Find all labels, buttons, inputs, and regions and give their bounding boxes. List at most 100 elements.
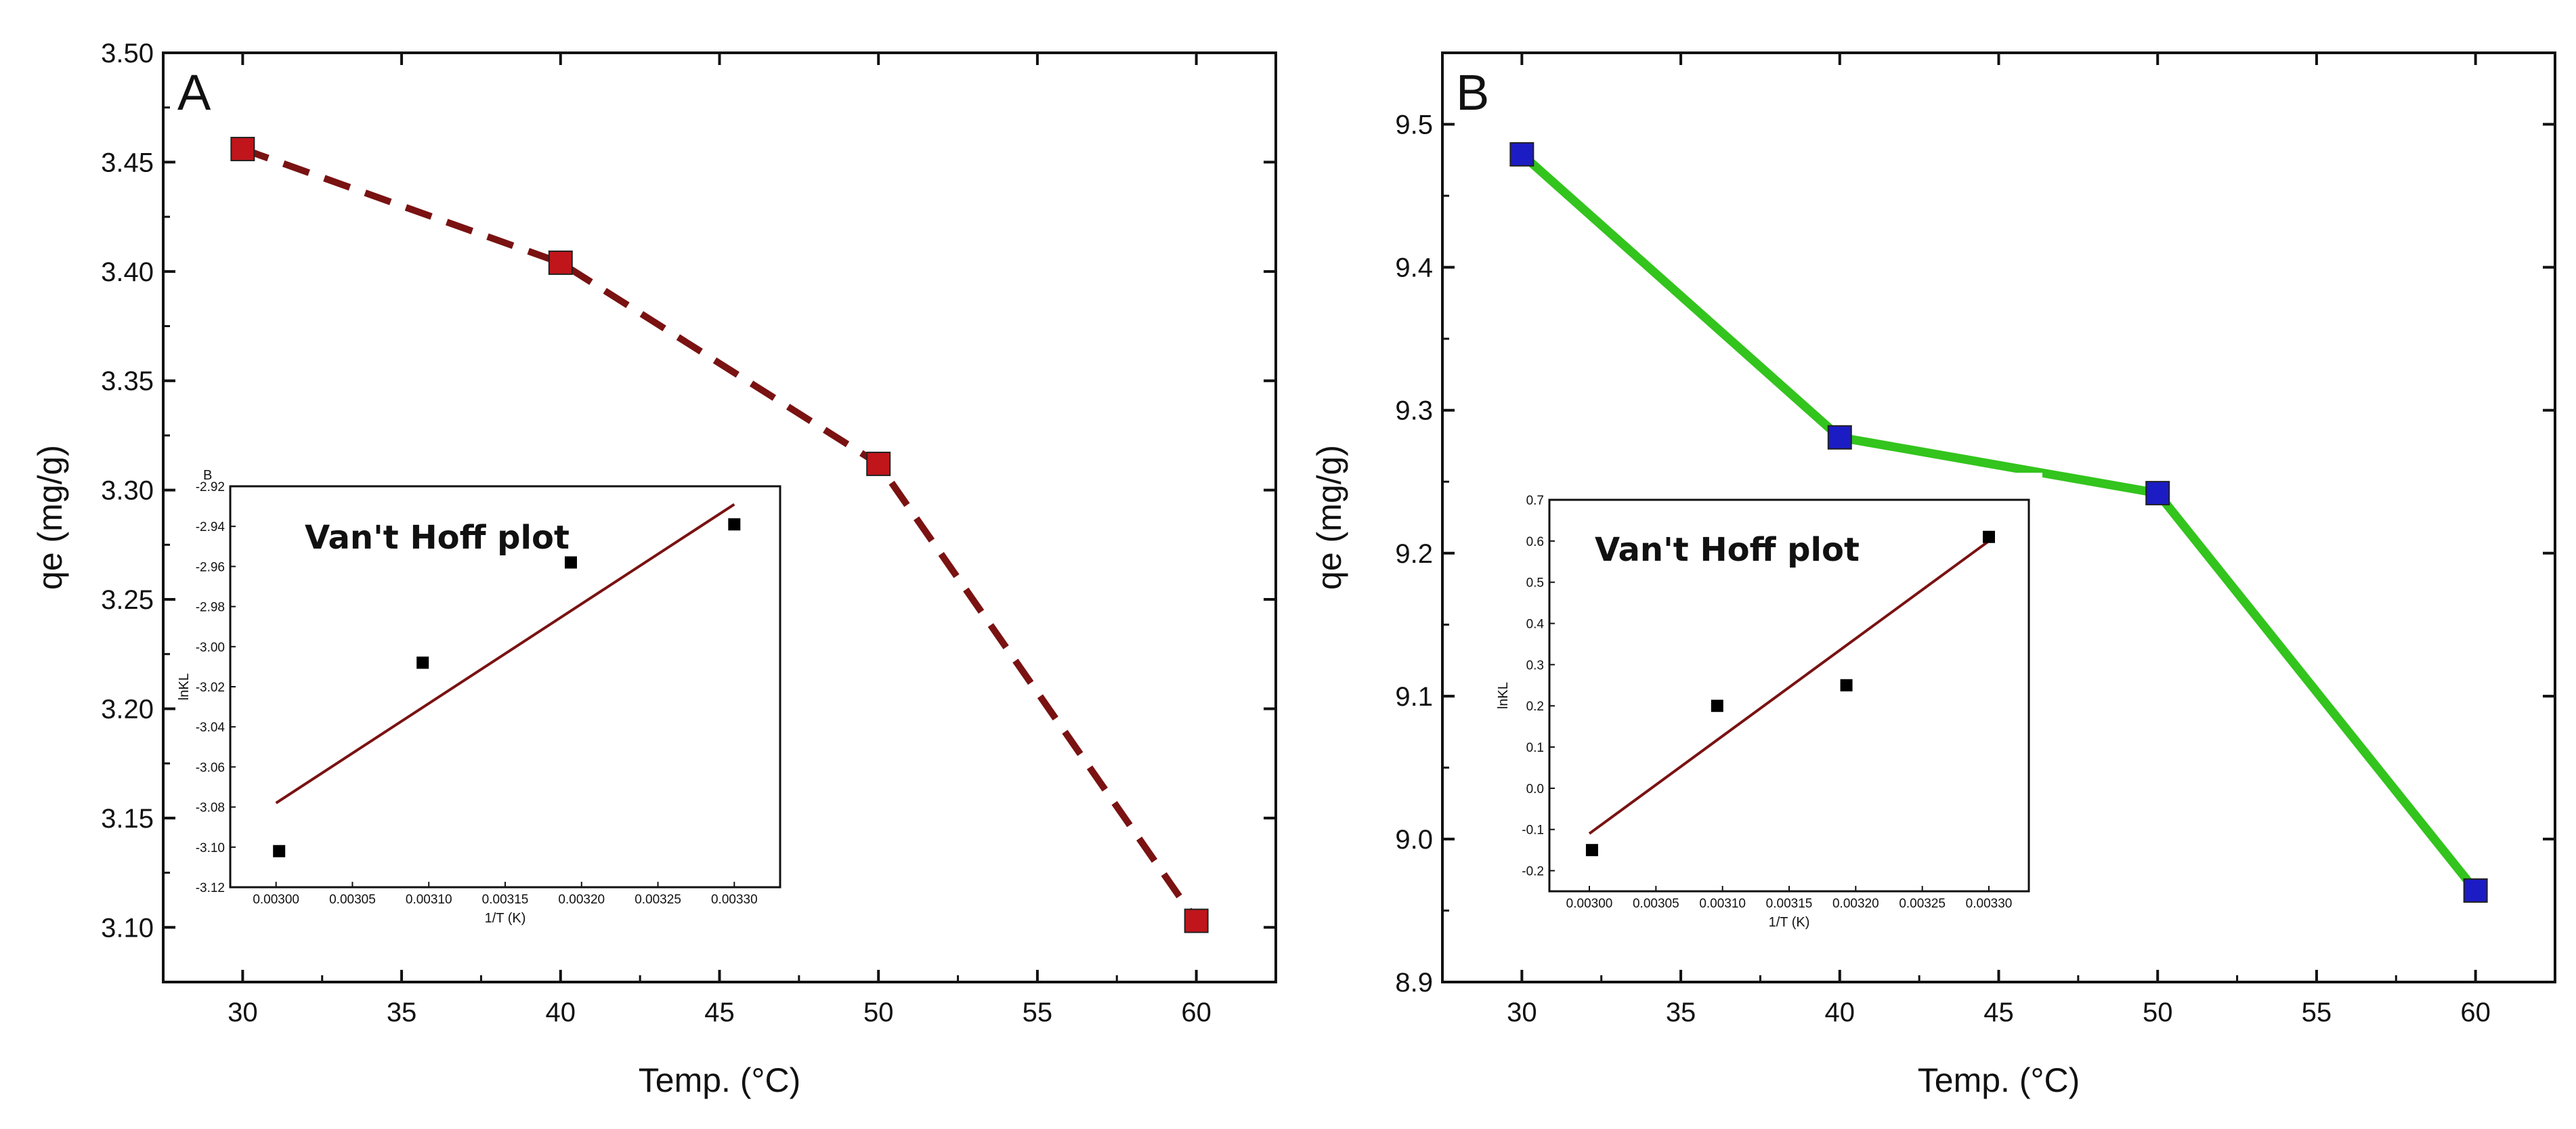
- data-point: [866, 451, 891, 476]
- y-tick-label: 9.3: [1395, 396, 1433, 426]
- panel-a: 30 35 40 45 50 55 60 3.10 3.15 3.20 3.25 3.30 3.35 3.…: [31, 39, 1277, 1099]
- y-tick-label: 8.9: [1395, 968, 1433, 998]
- inset-title: Van't Hoff plot: [305, 519, 570, 557]
- inset-y-tick-label: -3.00: [196, 641, 225, 655]
- inset-x-tick-label: 0.00320: [1832, 897, 1879, 911]
- inset-data-point: [1983, 530, 1995, 543]
- inset-y-tick-label: -2.98: [196, 601, 225, 615]
- x-tick-label: 40: [546, 998, 576, 1027]
- inset-x-tick-label: 0.00310: [1699, 897, 1746, 911]
- inset-data-point: [416, 656, 429, 669]
- inset-y-tick-label: 0.3: [1526, 658, 1544, 673]
- x-tick-label: 50: [863, 998, 894, 1027]
- series-line: [1519, 151, 2479, 893]
- y-tick-label: 3.45: [101, 148, 154, 177]
- inset-background: [190, 459, 794, 935]
- inset-y-tick-label: -2.96: [196, 560, 225, 574]
- inset-x-axis-label: 1/T (K): [485, 911, 526, 926]
- inset-data-point: [273, 845, 286, 857]
- y-tick-label: 9.5: [1395, 110, 1433, 140]
- x-tick-label: 55: [2302, 998, 2332, 1027]
- inset-y-tick-label: 0.6: [1526, 535, 1544, 549]
- inset-y-tick-label: 0.4: [1526, 618, 1545, 632]
- y-tick-label: 9.1: [1395, 682, 1433, 712]
- inset-data-point: [1840, 679, 1853, 691]
- inset-y-tick-label: 0.2: [1526, 700, 1544, 714]
- inset-plot: 0.00300 0.00305 0.00310 0.00315 0.00320 0.003…: [1496, 473, 2042, 939]
- y-tick-label: 3.30: [101, 476, 154, 506]
- y-tick-label: 3.40: [101, 257, 154, 287]
- x-tick-label: 35: [387, 998, 417, 1027]
- inset-y-axis-label: lnKL: [1496, 682, 1511, 709]
- x-tick-label: 35: [1666, 998, 1696, 1027]
- inset-background: [1509, 473, 2042, 939]
- inset-y-tick-label: 0.0: [1526, 782, 1544, 796]
- inset-y-tick-label: -3.06: [196, 761, 225, 775]
- inset-y-tick-label: 0.7: [1526, 494, 1544, 508]
- y-axis-label: qe (mg/g): [1310, 445, 1348, 590]
- inset-x-tick-label: 0.00310: [406, 893, 452, 907]
- inset-x-tick-label: 0.00315: [1766, 897, 1813, 911]
- x-tick-label: 45: [704, 998, 735, 1027]
- data-point: [1184, 908, 1209, 933]
- x-tick-label: 45: [1983, 998, 2014, 1027]
- panel-letter: A: [177, 64, 211, 121]
- inset-x-tick-label: 0.00330: [1966, 897, 2013, 911]
- data-point: [1509, 142, 1534, 167]
- x-tick-label: 55: [1023, 998, 1053, 1027]
- inset-y-tick-label: 0.5: [1526, 576, 1544, 591]
- inset-x-tick-label: 0.00315: [482, 893, 529, 907]
- inset-x-tick-label: 0.00330: [711, 893, 758, 907]
- data-point: [2145, 481, 2170, 506]
- x-tick-label: 60: [2460, 998, 2491, 1027]
- x-axis-label: Temp. (°C): [639, 1061, 800, 1099]
- inset-plot: 0.00300 0.00305 0.00310 0.00315 0.00320 0.003…: [177, 459, 794, 935]
- x-tick-label: 60: [1181, 998, 1211, 1027]
- inset-x-tick-label: 0.00305: [1633, 897, 1679, 911]
- inset-x-tick-label: 0.00300: [1566, 897, 1613, 911]
- inset-y-axis-label: lnKL: [177, 673, 192, 700]
- y-tick-label: 3.15: [101, 804, 154, 834]
- x-tick-label: 30: [228, 998, 258, 1027]
- inset-x-tick-label: 0.00325: [1899, 897, 1946, 911]
- inset-y-tick-label: -3.12: [196, 881, 225, 895]
- inset-x-tick-label: 0.00325: [635, 893, 681, 907]
- inset-y-tick-label: -0.1: [1522, 824, 1544, 838]
- x-tick-label: 30: [1507, 998, 1537, 1027]
- y-tick-label: 3.20: [101, 694, 154, 724]
- y-tick-label: 9.4: [1395, 253, 1433, 283]
- inset-data-point: [564, 556, 577, 569]
- inset-x-tick-label: 0.00320: [558, 893, 605, 907]
- data-point: [1827, 425, 1852, 450]
- y-tick-label: 9.0: [1395, 825, 1433, 855]
- series-line: [241, 146, 1199, 923]
- inset-data-point: [1711, 700, 1723, 712]
- inset-data-point: [728, 518, 741, 531]
- inset-title: Van't Hoff plot: [1595, 531, 1860, 569]
- y-axis-label: qe (mg/g): [31, 445, 69, 590]
- x-tick-label: 40: [1825, 998, 1855, 1027]
- inset-corner-label: B: [203, 468, 212, 483]
- x-tick-label: 50: [2143, 998, 2173, 1027]
- inset-x-axis-label: 1/T (K): [1769, 915, 1810, 930]
- inset-y-tick-label: -3.02: [196, 681, 225, 695]
- inset-y-tick-label: -0.2: [1522, 865, 1544, 879]
- inset-y-tick-label: -3.08: [196, 801, 225, 815]
- y-tick-label: 3.25: [101, 585, 154, 615]
- y-tick-label: 3.10: [101, 913, 154, 943]
- y-tick-label: 9.2: [1395, 539, 1433, 569]
- inset-y-tick-label: 0.1: [1526, 741, 1544, 755]
- y-tick-label: 3.35: [101, 366, 154, 396]
- data-point: [230, 137, 255, 162]
- inset-y-tick-label: -2.94: [196, 520, 226, 534]
- data-point: [2463, 878, 2488, 903]
- inset-y-tick-label: -3.04: [196, 721, 226, 735]
- x-axis-label: Temp. (°C): [1918, 1061, 2080, 1099]
- inset-data-point: [1585, 844, 1598, 857]
- data-point: [548, 250, 573, 275]
- inset-x-tick-label: 0.00300: [253, 893, 299, 907]
- inset-fit-line: [275, 503, 735, 805]
- panel-b: 30 35 40 45 50 55 60 8.9 9.0 9.1 9.2 9.3 9.4 9.5 Temp.…: [1310, 51, 2556, 1099]
